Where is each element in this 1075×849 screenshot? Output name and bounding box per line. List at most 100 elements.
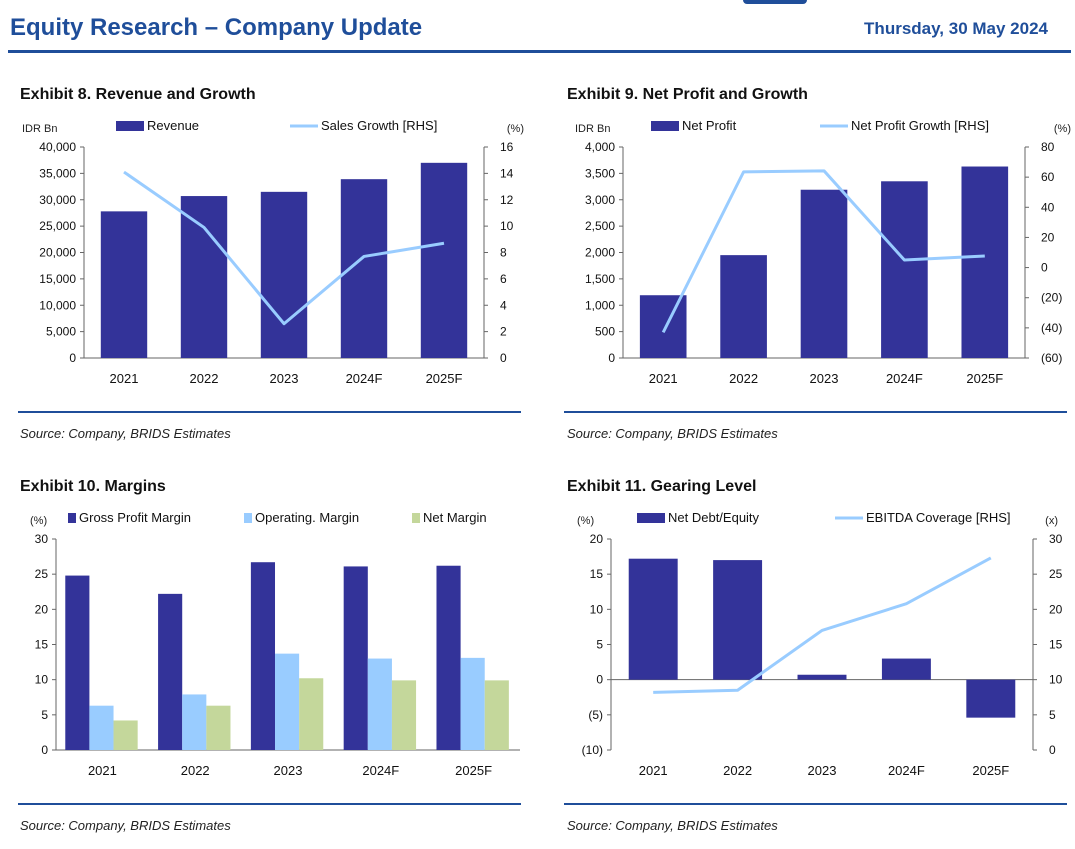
right-axis-tick-label: 20 bbox=[1049, 602, 1063, 616]
category-label: 2023 bbox=[270, 371, 299, 386]
left-axis-tick-label: 10 bbox=[35, 673, 49, 687]
bar-gross-profit-margin bbox=[343, 566, 368, 750]
bar-gross-profit-margin bbox=[250, 562, 276, 750]
legend-label-net-profit: Net Profit bbox=[682, 118, 737, 133]
left-axis-tick-label: 25 bbox=[35, 567, 49, 581]
left-axis-tick-label: 3,500 bbox=[585, 166, 615, 180]
left-axis-tick-label: 5 bbox=[596, 638, 603, 652]
bar-net-debt-equity bbox=[628, 558, 678, 680]
category-label: 2021 bbox=[649, 371, 678, 386]
page-title: Equity Research – Company Update bbox=[10, 14, 423, 41]
net-profit-growth-chart: IDR Bn (%) Net Profit Net Profit Growth [RH… bbox=[575, 118, 1071, 386]
exhibit-8-source: Source: Company, BRIDS Estimates bbox=[20, 426, 231, 441]
left-axis-tick-label: 0 bbox=[596, 673, 603, 687]
right-axis-tick-label: (20) bbox=[1041, 291, 1062, 305]
right-axis-tick-label: (40) bbox=[1041, 321, 1062, 335]
left-axis-tick-label: 500 bbox=[595, 325, 615, 339]
bar-gross-profit-margin bbox=[65, 575, 90, 750]
margins-chart: (%) Gross Profit Margin Operating. Margin N… bbox=[30, 510, 520, 778]
right-axis-tick-label: 2 bbox=[500, 325, 507, 339]
left-axis-tick-label: 1,500 bbox=[585, 272, 615, 286]
right-axis-tick-label: 8 bbox=[500, 246, 507, 260]
left-axis-unit: IDR Bn bbox=[575, 123, 610, 135]
exhibit-caption: Revenue and Growth bbox=[95, 86, 256, 103]
left-axis-unit: (%) bbox=[30, 515, 47, 527]
bar-net-margin bbox=[391, 680, 417, 750]
category-label: 2021 bbox=[639, 763, 668, 778]
bar-net-profit bbox=[720, 255, 767, 358]
category-label: 2021 bbox=[110, 371, 139, 386]
right-axis-tick-label: 0 bbox=[1049, 743, 1056, 757]
exhibit-10-title: Exhibit 10. Margins bbox=[20, 478, 166, 496]
exhibit-separator: . bbox=[86, 86, 92, 103]
left-axis-tick-label: 1,000 bbox=[585, 298, 615, 312]
left-axis-unit: IDR Bn bbox=[22, 123, 57, 135]
left-axis-tick-label: 15,000 bbox=[39, 272, 76, 286]
exhibit-10-source: Source: Company, BRIDS Estimates bbox=[20, 818, 231, 833]
right-axis-tick-label: 20 bbox=[1041, 230, 1055, 244]
legend-label-gross-profit-margin: Gross Profit Margin bbox=[79, 510, 191, 525]
left-axis-tick-label: (5) bbox=[588, 708, 603, 722]
exhibit-number: Exhibit 9 bbox=[567, 86, 634, 103]
legend-swatch-gross-profit-margin bbox=[68, 513, 76, 523]
left-axis-tick-label: 5 bbox=[41, 708, 48, 722]
bar-net-profit bbox=[800, 189, 848, 358]
bar-operating-margin bbox=[367, 658, 392, 750]
category-label: 2025F bbox=[455, 763, 492, 778]
right-axis-tick-label: 80 bbox=[1041, 140, 1055, 154]
bar-operating-margin bbox=[460, 657, 485, 750]
right-axis-tick-label: 0 bbox=[1041, 261, 1048, 275]
legend-swatch-operating-margin bbox=[244, 513, 252, 523]
left-axis-tick-label: 15 bbox=[590, 567, 604, 581]
bar-revenue bbox=[180, 196, 228, 358]
legend-swatch-net-margin bbox=[412, 513, 420, 523]
left-axis-tick-label: 5,000 bbox=[46, 325, 76, 339]
bar-net-margin bbox=[299, 678, 324, 750]
category-label: 2024F bbox=[888, 763, 925, 778]
right-axis-tick-label: 12 bbox=[500, 193, 514, 207]
left-axis-tick-label: 15 bbox=[35, 638, 49, 652]
category-label: 2023 bbox=[808, 763, 837, 778]
legend-label-revenue: Revenue bbox=[147, 118, 199, 133]
left-axis-tick-label: 30 bbox=[35, 532, 49, 546]
bar-gross-profit-margin bbox=[158, 593, 183, 750]
exhibit-caption: Gearing Level bbox=[650, 478, 757, 495]
exhibit-11-source: Source: Company, BRIDS Estimates bbox=[567, 818, 778, 833]
category-label: 2025F bbox=[426, 371, 463, 386]
category-label: 2023 bbox=[274, 763, 303, 778]
bar-net-debt-equity bbox=[797, 674, 847, 680]
right-axis-unit: (%) bbox=[1054, 123, 1071, 135]
left-axis-tick-label: 0 bbox=[69, 351, 76, 365]
bar-net-profit bbox=[881, 181, 928, 358]
category-label: 2022 bbox=[181, 763, 210, 778]
category-label: 2021 bbox=[88, 763, 117, 778]
exhibit-separator: . bbox=[633, 86, 639, 103]
bar-net-profit bbox=[961, 166, 1009, 358]
exhibit-11-title: Exhibit 11. Gearing Level bbox=[567, 478, 756, 496]
legend-label-net-debt-equity: Net Debt/Equity bbox=[668, 510, 760, 525]
header-divider bbox=[8, 50, 1071, 53]
category-label: 2025F bbox=[972, 763, 1009, 778]
left-axis-tick-label: 10 bbox=[590, 602, 604, 616]
category-label: 2024F bbox=[886, 371, 923, 386]
left-axis-tick-label: 0 bbox=[41, 743, 48, 757]
exhibit-number: Exhibit 10 bbox=[20, 478, 96, 495]
exhibit-8-bottom-rule bbox=[18, 411, 521, 413]
exhibit-separator: . bbox=[641, 478, 647, 495]
category-label: 2022 bbox=[729, 371, 758, 386]
bar-revenue bbox=[260, 191, 308, 358]
legend-label-ebitda-coverage-rhs: EBITDA Coverage [RHS] bbox=[866, 510, 1011, 525]
gearing-level-chart: (%) (x) Net Debt/Equity EBITDA Coverage [RH… bbox=[577, 510, 1063, 778]
legend-swatch-net-profit bbox=[651, 121, 679, 131]
right-axis-tick-label: 16 bbox=[500, 140, 514, 154]
line-net-profit-growth-rhs bbox=[661, 169, 985, 334]
left-axis-tick-label: 40,000 bbox=[39, 140, 76, 154]
bar-operating-margin bbox=[89, 705, 114, 750]
line-sales-growth-rhs bbox=[123, 170, 445, 326]
bar-net-debt-equity bbox=[713, 560, 763, 680]
right-axis-tick-label: 40 bbox=[1041, 200, 1055, 214]
bar-operating-margin bbox=[275, 653, 300, 750]
legend-swatch-net-debt-equity bbox=[637, 513, 665, 523]
left-axis-tick-label: 4,000 bbox=[585, 140, 615, 154]
bar-net-debt-equity bbox=[881, 658, 931, 680]
